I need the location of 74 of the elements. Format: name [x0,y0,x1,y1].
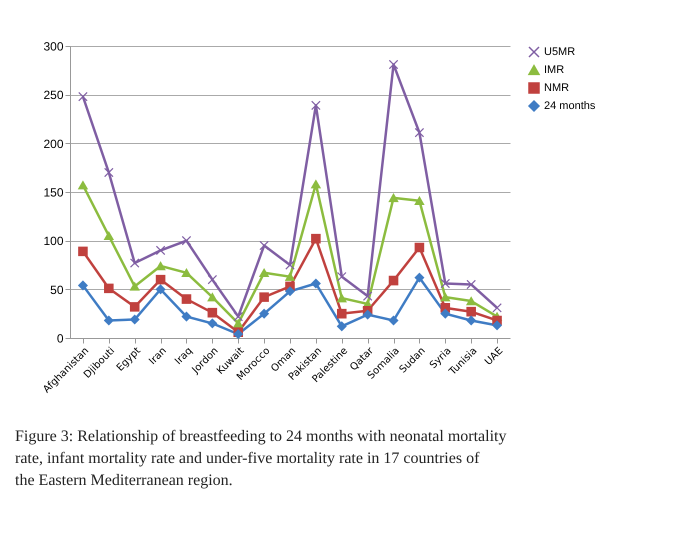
point [440,278,450,288]
point [208,292,218,302]
point [259,308,269,318]
legend-label: U5MR [544,46,576,58]
point [336,308,347,318]
point [130,282,140,291]
point [182,268,192,278]
point [311,278,321,288]
point [104,284,114,294]
point [311,180,321,188]
point [78,280,88,290]
point [182,294,192,304]
point [208,318,218,328]
point [492,303,502,313]
legend-label: NMR [544,82,570,94]
y-tick-label: 300 [43,40,64,54]
point [311,100,321,110]
point [130,258,140,268]
y-tick-label: 200 [43,136,64,151]
point [466,306,476,317]
y-tick-label: 100 [43,234,64,248]
point [104,232,114,240]
legend-label: IMR [544,64,564,76]
point [440,308,450,318]
point [285,260,295,270]
point [362,310,372,320]
legend-label: 24 months [544,100,596,112]
point [156,246,166,256]
point [78,246,88,256]
point [182,236,192,246]
point [336,272,347,282]
point [388,316,398,326]
y-tick-label: 0 [56,332,64,346]
point [156,284,166,294]
point [362,291,372,301]
point [259,268,269,278]
x-tick-label: Iran [147,346,169,368]
point [414,128,424,138]
point [466,316,476,326]
point [208,274,218,284]
y-tick-label: 250 [43,88,64,102]
point [388,60,398,70]
point [156,274,166,284]
point [259,292,269,302]
point [440,292,450,302]
x-tick-label: Iraq [173,346,195,368]
point [208,308,218,318]
point [388,276,398,286]
point [492,320,502,330]
point [414,196,424,205]
point [104,168,114,178]
point [78,180,88,190]
point [78,92,88,102]
point [285,272,295,281]
point [156,262,166,270]
point [466,280,476,290]
point [130,302,140,312]
point [311,234,321,244]
point [414,272,424,282]
point [259,240,269,250]
point [104,316,114,326]
point [233,319,244,328]
y-tick-label: 50 [50,282,64,297]
point [285,286,295,296]
point [130,314,140,324]
point [336,294,347,302]
point [466,296,476,306]
point [414,242,424,252]
y-tick-label: 150 [43,186,64,200]
point [182,312,192,322]
point [336,322,347,332]
point [233,312,244,322]
caption: Figure 3: Relationship of breastfeeding to 24 months with neonatal mortality rate, infant mortality rate and under-five mortality rate in 17 countries of the Eastern Mediterranean region. [15,428,506,489]
point [388,194,398,202]
